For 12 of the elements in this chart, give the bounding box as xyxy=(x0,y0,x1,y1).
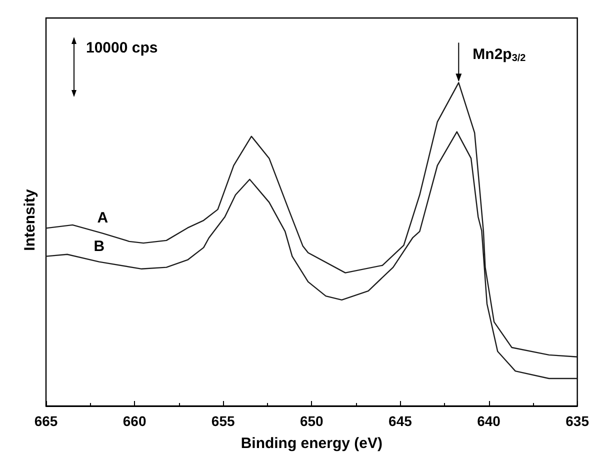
series-label: A xyxy=(97,209,108,226)
series-label: B xyxy=(94,238,105,255)
x-tick-label: 660 xyxy=(122,413,146,429)
x-tick-label: 650 xyxy=(300,413,324,429)
x-tick-label: 655 xyxy=(211,413,235,429)
x-tick-label: 635 xyxy=(566,413,590,429)
y-axis-title: Intensity xyxy=(22,188,38,251)
x-tick-label: 665 xyxy=(34,413,58,429)
text: 10000 cps xyxy=(86,40,158,56)
x-tick-label: 645 xyxy=(388,413,412,429)
x-axis-title: Binding energy (eV) xyxy=(240,435,383,452)
x-tick-label: 640 xyxy=(477,413,501,429)
